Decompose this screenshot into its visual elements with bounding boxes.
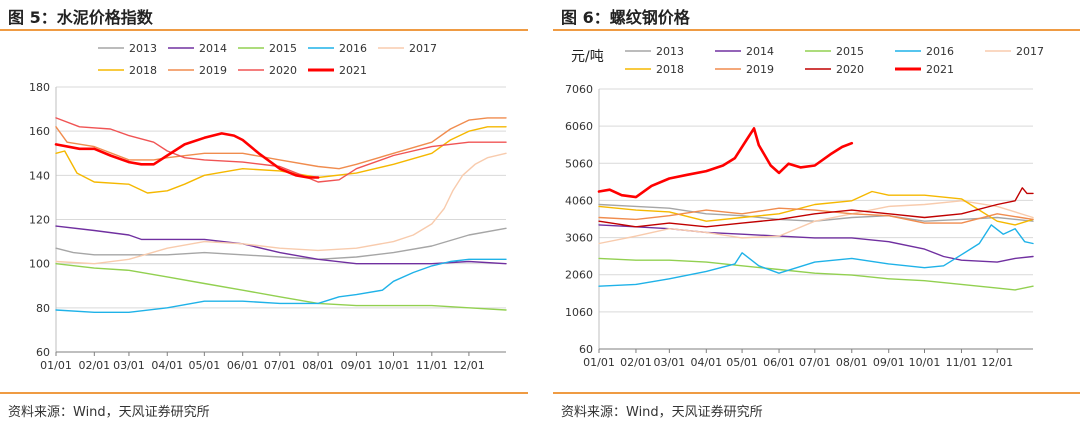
x-tick-label: 04/01 <box>151 359 183 372</box>
x-tick-label: 02/01 <box>620 356 652 369</box>
legend-label-2014: 2014 <box>746 45 774 58</box>
x-tick-label: 10/01 <box>909 356 941 369</box>
y-tick-label: 140 <box>29 169 50 182</box>
legend-label-2018: 2018 <box>129 64 157 77</box>
y-tick-label: 180 <box>29 81 50 94</box>
y-axis-unit-label: 元/吨 <box>571 49 604 65</box>
series-line-2019 <box>598 207 1034 224</box>
legend-label-2020: 2020 <box>836 63 864 76</box>
figure-6-panel: 图 6：螺纹钢价格 60 1060 2060 3060 4060 5060 6060 7060… <box>553 0 1080 426</box>
y-tick-label: 7060 <box>565 83 593 96</box>
x-tick-label: 01/01 <box>40 359 72 372</box>
series-line-2019 <box>55 117 507 170</box>
x-tick-label: 03/01 <box>653 356 685 369</box>
x-tick-label: 12/01 <box>981 356 1013 369</box>
series-line-2020 <box>598 187 1034 228</box>
x-tick-label: 06/01 <box>763 356 795 369</box>
x-tick-label: 12/01 <box>453 359 485 372</box>
y-tick-label: 3060 <box>565 232 593 245</box>
series-line-2021 <box>54 132 320 179</box>
x-tick-label: 11/01 <box>416 359 448 372</box>
y-tick-label: 60 <box>579 343 593 356</box>
source-rule <box>553 392 1080 394</box>
x-tick-label: 06/01 <box>227 359 259 372</box>
legend-label-2017: 2017 <box>1016 45 1044 58</box>
x-tick-label: 05/01 <box>189 359 221 372</box>
legend-label-2016: 2016 <box>339 42 367 55</box>
x-tick-label: 08/01 <box>836 356 868 369</box>
figure-title: 图 5：水泥价格指数 <box>8 8 153 27</box>
source-rule <box>0 392 528 394</box>
series-line-2015 <box>55 263 507 311</box>
series-line-2014 <box>55 225 507 265</box>
series-line-2016 <box>598 224 1034 287</box>
series-line-2016 <box>55 258 507 313</box>
y-tick-label: 60 <box>36 346 50 359</box>
x-tick-label: 04/01 <box>690 356 722 369</box>
legend-label-2015: 2015 <box>269 42 297 55</box>
series-line-2017 <box>55 152 507 265</box>
x-tick-label: 03/01 <box>113 359 145 372</box>
x-tick-label: 05/01 <box>726 356 758 369</box>
legend-label-2018: 2018 <box>656 63 684 76</box>
legend-label-2021: 2021 <box>339 64 367 77</box>
figure-5-panel: 图 5：水泥价格指数 60 80 100 120 140 160 180 01/01 02/01… <box>0 0 528 426</box>
y-tick-label: 2060 <box>565 269 593 282</box>
figure-title: 图 6：螺纹钢价格 <box>561 8 690 27</box>
rebar-price-chart: 60 1060 2060 3060 4060 5060 6060 7060 01/01 02/01… <box>565 45 1044 369</box>
legend-label-2013: 2013 <box>656 45 684 58</box>
legend-label-2019: 2019 <box>746 63 774 76</box>
y-tick-label: 5060 <box>565 157 593 170</box>
legend-label-2021: 2021 <box>926 63 954 76</box>
x-tick-label: 08/01 <box>302 359 334 372</box>
legend-label-2019: 2019 <box>199 64 227 77</box>
x-tick-label: 11/01 <box>946 356 978 369</box>
x-tick-label: 09/01 <box>873 356 905 369</box>
y-tick-label: 1060 <box>565 306 593 319</box>
legend-label-2020: 2020 <box>269 64 297 77</box>
x-tick-label: 07/01 <box>799 356 831 369</box>
y-tick-label: 6060 <box>565 120 593 133</box>
legend-label-2016: 2016 <box>926 45 954 58</box>
series-line-2020 <box>55 117 507 183</box>
y-tick-label: 80 <box>36 302 50 315</box>
source-note: 资料来源：Wind，天风证券研究所 <box>8 405 210 420</box>
title-rule <box>553 29 1080 31</box>
legend-label-2017: 2017 <box>409 42 437 55</box>
y-tick-label: 160 <box>29 125 50 138</box>
y-tick-label: 4060 <box>565 194 593 207</box>
series-line-2021 <box>597 127 854 199</box>
x-tick-label: 10/01 <box>378 359 410 372</box>
x-tick-label: 01/01 <box>583 356 615 369</box>
legend-label-2013: 2013 <box>129 42 157 55</box>
series-line-2013 <box>55 227 507 260</box>
series-line-2018 <box>55 126 507 194</box>
series-line-2017 <box>598 200 1034 245</box>
series-line-2015 <box>598 257 1034 291</box>
legend-label-2015: 2015 <box>836 45 864 58</box>
cement-index-chart: 60 80 100 120 140 160 180 01/01 02/01 03/01 04/01 0… <box>29 42 507 372</box>
source-note: 资料来源：Wind，天风证券研究所 <box>561 405 763 420</box>
x-tick-label: 07/01 <box>264 359 296 372</box>
x-tick-label: 09/01 <box>341 359 373 372</box>
x-tick-label: 02/01 <box>78 359 110 372</box>
y-tick-label: 120 <box>29 214 50 227</box>
y-tick-label: 100 <box>29 258 50 271</box>
title-rule <box>0 29 528 31</box>
legend-label-2014: 2014 <box>199 42 227 55</box>
